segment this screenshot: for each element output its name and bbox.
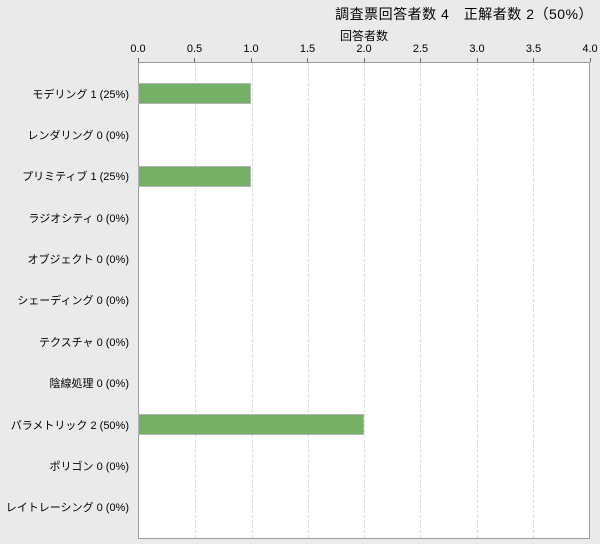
gridline [195,63,197,538]
x-axis: 0.0 0.5 1.0 1.5 2.0 2.5 3.0 3.5 4.0 [130,0,598,62]
category-row: オブジェクト 0 (0%) [0,238,590,279]
plot-area [138,62,590,539]
x-axis-title: 回答者数 [339,29,388,43]
category-row: パラメトリック 2 (50%) [0,404,590,445]
gridline [307,63,309,538]
x-tick-mark [589,58,591,62]
gridline [532,63,534,538]
x-tick-label: 3.5 [525,43,542,55]
bar-track [138,363,590,404]
x-tick-mark [194,58,195,62]
bar-track [138,114,590,155]
bar-track [138,487,590,528]
category-row: レイトレーシング 0 (0%) [0,487,590,528]
category-row: テクスチャ 0 (0%) [0,321,590,362]
x-tick-mark [363,58,365,62]
bar-track [138,238,590,279]
category-row: ラジオシティ 0 (0%) [0,197,590,238]
category-label: プリミティブ 1 (25%) [22,171,129,184]
category-row: シェーディング 0 (0%) [0,280,590,321]
x-tick-label: 0.0 [130,43,146,55]
gridline [476,63,478,538]
gridline [251,63,253,538]
x-tick-label: 2.0 [356,43,372,55]
bar [138,165,251,187]
category-row: レンダリング 0 (0%) [0,114,590,155]
x-tick-mark [476,58,478,62]
x-tick-mark [250,58,252,62]
x-tick-mark [420,58,421,62]
category-row: 陰線処理 0 (0%) [0,363,590,404]
bar-track [138,445,590,486]
gridline [420,63,422,538]
bar [138,83,251,105]
category-row: モデリング 1 (25%) [0,73,590,114]
gridline [364,63,365,538]
x-tick-mark [533,58,534,62]
category-row: プリミティブ 1 (25%) [0,156,590,197]
category-label: レンダリング 0 (0%) [27,130,129,143]
x-tick-label: 1.0 [243,43,259,55]
bar-track [138,280,590,321]
category-label: パラメトリック 2 (50%) [10,419,129,432]
bar-track [138,404,590,445]
category-label: ポリゴン 0 (0%) [49,460,129,473]
bar-track [138,197,590,238]
category-label: ラジオシティ 0 (0%) [28,212,129,225]
category-label: レイトレーシング 0 (0%) [5,502,129,515]
category-label: モデリング 1 (25%) [32,88,129,101]
category-label: 陰線処理 0 (0%) [49,378,129,391]
bar [138,414,364,436]
bar-track [138,73,590,114]
category-row: ポリゴン 0 (0%) [0,445,590,486]
x-tick-label: 0.5 [186,43,203,55]
x-tick-mark [137,58,139,62]
x-tick-label: 3.0 [469,43,485,55]
chart-title: 調査票回答者数 4 正解者数 2（50%） [335,6,593,22]
x-tick-label: 2.5 [412,43,429,55]
bar-track [138,156,590,197]
x-tick-mark [307,58,308,62]
category-label: オブジェクト 0 (0%) [27,254,129,267]
category-label: シェーディング 0 (0%) [17,295,129,308]
bar-track [138,321,590,362]
category-label: テクスチャ 0 (0%) [38,336,129,349]
x-tick-label: 1.5 [299,43,316,55]
x-tick-label: 4.0 [582,43,598,55]
category-rows: モデリング 1 (25%) レンダリング 0 (0%) プリミティブ 1 (25%)… [0,62,590,539]
